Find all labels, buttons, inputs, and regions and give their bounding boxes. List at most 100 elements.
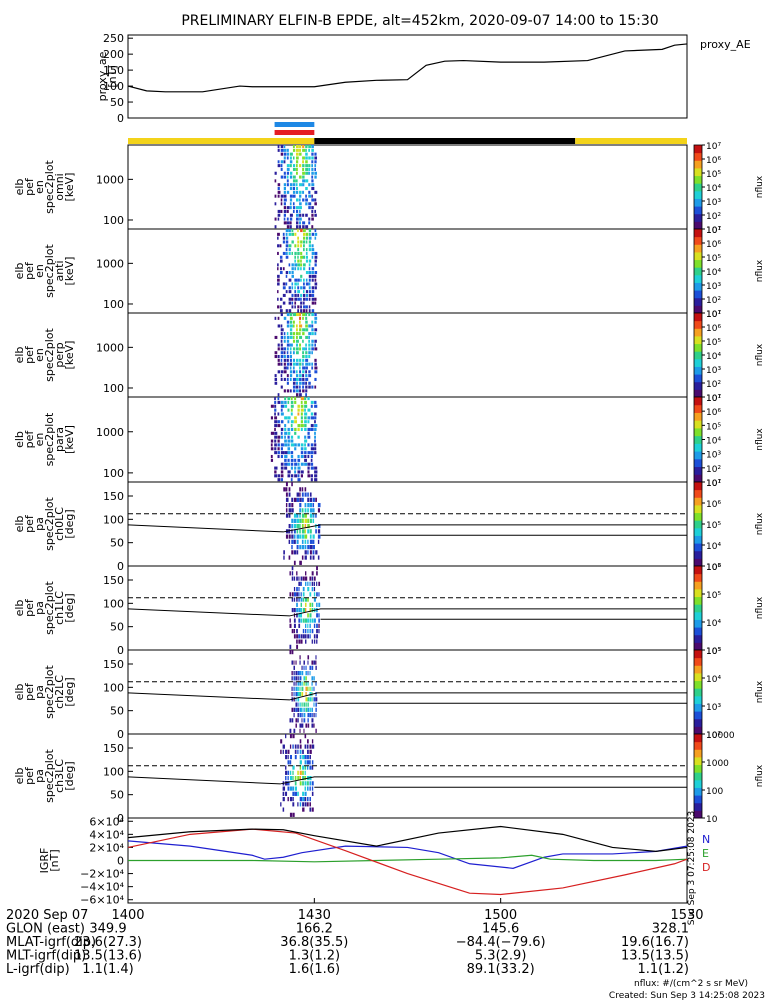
heat-cell (318, 613, 320, 618)
pa-ch1LC-heat-cells (289, 566, 321, 649)
heat-cell (277, 290, 279, 294)
heat-cell (277, 297, 279, 301)
heat-cell (283, 145, 286, 149)
igrf-ytick-label: −2×10⁴ (80, 868, 124, 881)
heat-cell (300, 454, 304, 459)
ephemeris-value: 23.6(27.3) (74, 935, 142, 950)
spectrogram-anti-ylabel-line: elb (13, 263, 26, 280)
heat-cell (305, 581, 307, 586)
heat-cell (293, 676, 296, 681)
heat-cell (297, 251, 300, 255)
igrf-ytick-label: −4×10⁴ (80, 881, 124, 894)
heat-cell (299, 225, 302, 229)
heat-cell (294, 466, 297, 470)
heat-cell (311, 217, 314, 221)
heat-cell (307, 503, 310, 508)
colorbar-tick-label: 10³ (706, 366, 721, 376)
heat-cell (305, 179, 309, 183)
spectrogram-para-frame (127, 396, 688, 483)
heat-cell (311, 332, 314, 336)
heat-cell (274, 400, 277, 404)
heat-cell (308, 313, 311, 317)
heat-cell (300, 404, 304, 408)
heat-cell (300, 597, 303, 602)
heat-cell (289, 156, 292, 160)
heat-cell (300, 613, 302, 618)
heat-cell (287, 776, 289, 781)
colorbar-swatch (694, 335, 702, 345)
heat-cell (286, 332, 289, 336)
heat-cell (287, 749, 290, 754)
colorbar-tick-label: 10⁵ (706, 591, 721, 601)
heat-cell (305, 320, 308, 324)
heat-cell (282, 807, 285, 812)
heat-cell (299, 513, 301, 518)
heat-cell (305, 381, 308, 385)
heat-cell (280, 370, 284, 374)
heat-cell (274, 316, 277, 320)
heat-cell (299, 508, 302, 513)
heat-cell (300, 301, 303, 305)
proxy-ae-line (127, 43, 688, 93)
heat-cell (308, 347, 311, 351)
heat-cell (288, 534, 291, 539)
heat-cell (305, 225, 309, 229)
heat-cell (303, 232, 306, 236)
heat-cell (286, 206, 290, 210)
ephemeris-value: 1.3(1.2) (289, 949, 341, 964)
heat-cell (301, 692, 304, 697)
heat-cell (284, 397, 287, 401)
heat-cell (291, 597, 294, 602)
heat-cell (307, 755, 309, 760)
pa-ch3LC-ylabel-line: elb (13, 768, 26, 785)
heat-cell (311, 274, 315, 278)
heat-cell (304, 550, 307, 555)
heat-cell (297, 686, 299, 691)
heat-cell (274, 404, 277, 408)
spectrogram-para-ytick-label: 1000 (96, 426, 124, 439)
colorbar-swatch (694, 213, 702, 222)
heat-cell (307, 508, 309, 513)
igrf-line-d (127, 828, 688, 896)
heat-cell (293, 534, 296, 539)
heat-cell (311, 328, 314, 332)
heat-cell (307, 451, 311, 455)
heat-cell (307, 545, 310, 550)
heat-cell (308, 351, 311, 355)
heat-cell (305, 602, 307, 607)
heat-cell (304, 400, 307, 404)
heat-cell (294, 431, 297, 435)
heat-cell (294, 293, 297, 297)
heat-cell (299, 175, 302, 179)
heat-cell (299, 358, 302, 362)
spectrogram-omni-ylabel-line: pef (23, 177, 36, 196)
heat-cell (285, 229, 289, 233)
heat-cell (291, 608, 294, 613)
heat-cell (314, 404, 318, 408)
heat-cell (283, 351, 286, 355)
heat-cell (307, 686, 309, 691)
colorbar-tick-label: 10³ (706, 563, 721, 573)
heat-cell (289, 347, 292, 351)
heat-cell (286, 347, 289, 351)
heat-cell (277, 236, 279, 240)
colorbar-swatch (694, 726, 702, 735)
colorbar-swatch (694, 497, 702, 506)
heat-cell (299, 148, 301, 152)
heat-cell (304, 492, 307, 497)
heat-cell (300, 251, 303, 255)
colorbar-tick-label: 10¹ (706, 310, 721, 320)
heat-cell (285, 482, 288, 487)
colorbar-swatch (694, 543, 702, 552)
pa-ch3LC-ytick-label: 100 (103, 765, 124, 778)
spectrogram-omni-frame (127, 144, 688, 230)
heat-cell (303, 236, 306, 240)
colorbar-swatch (694, 581, 702, 590)
heat-cell (292, 744, 294, 749)
heat-cell (307, 529, 310, 534)
heat-cell (286, 313, 290, 317)
heat-cell (297, 259, 300, 263)
colorbar-label: nflux (755, 259, 765, 282)
